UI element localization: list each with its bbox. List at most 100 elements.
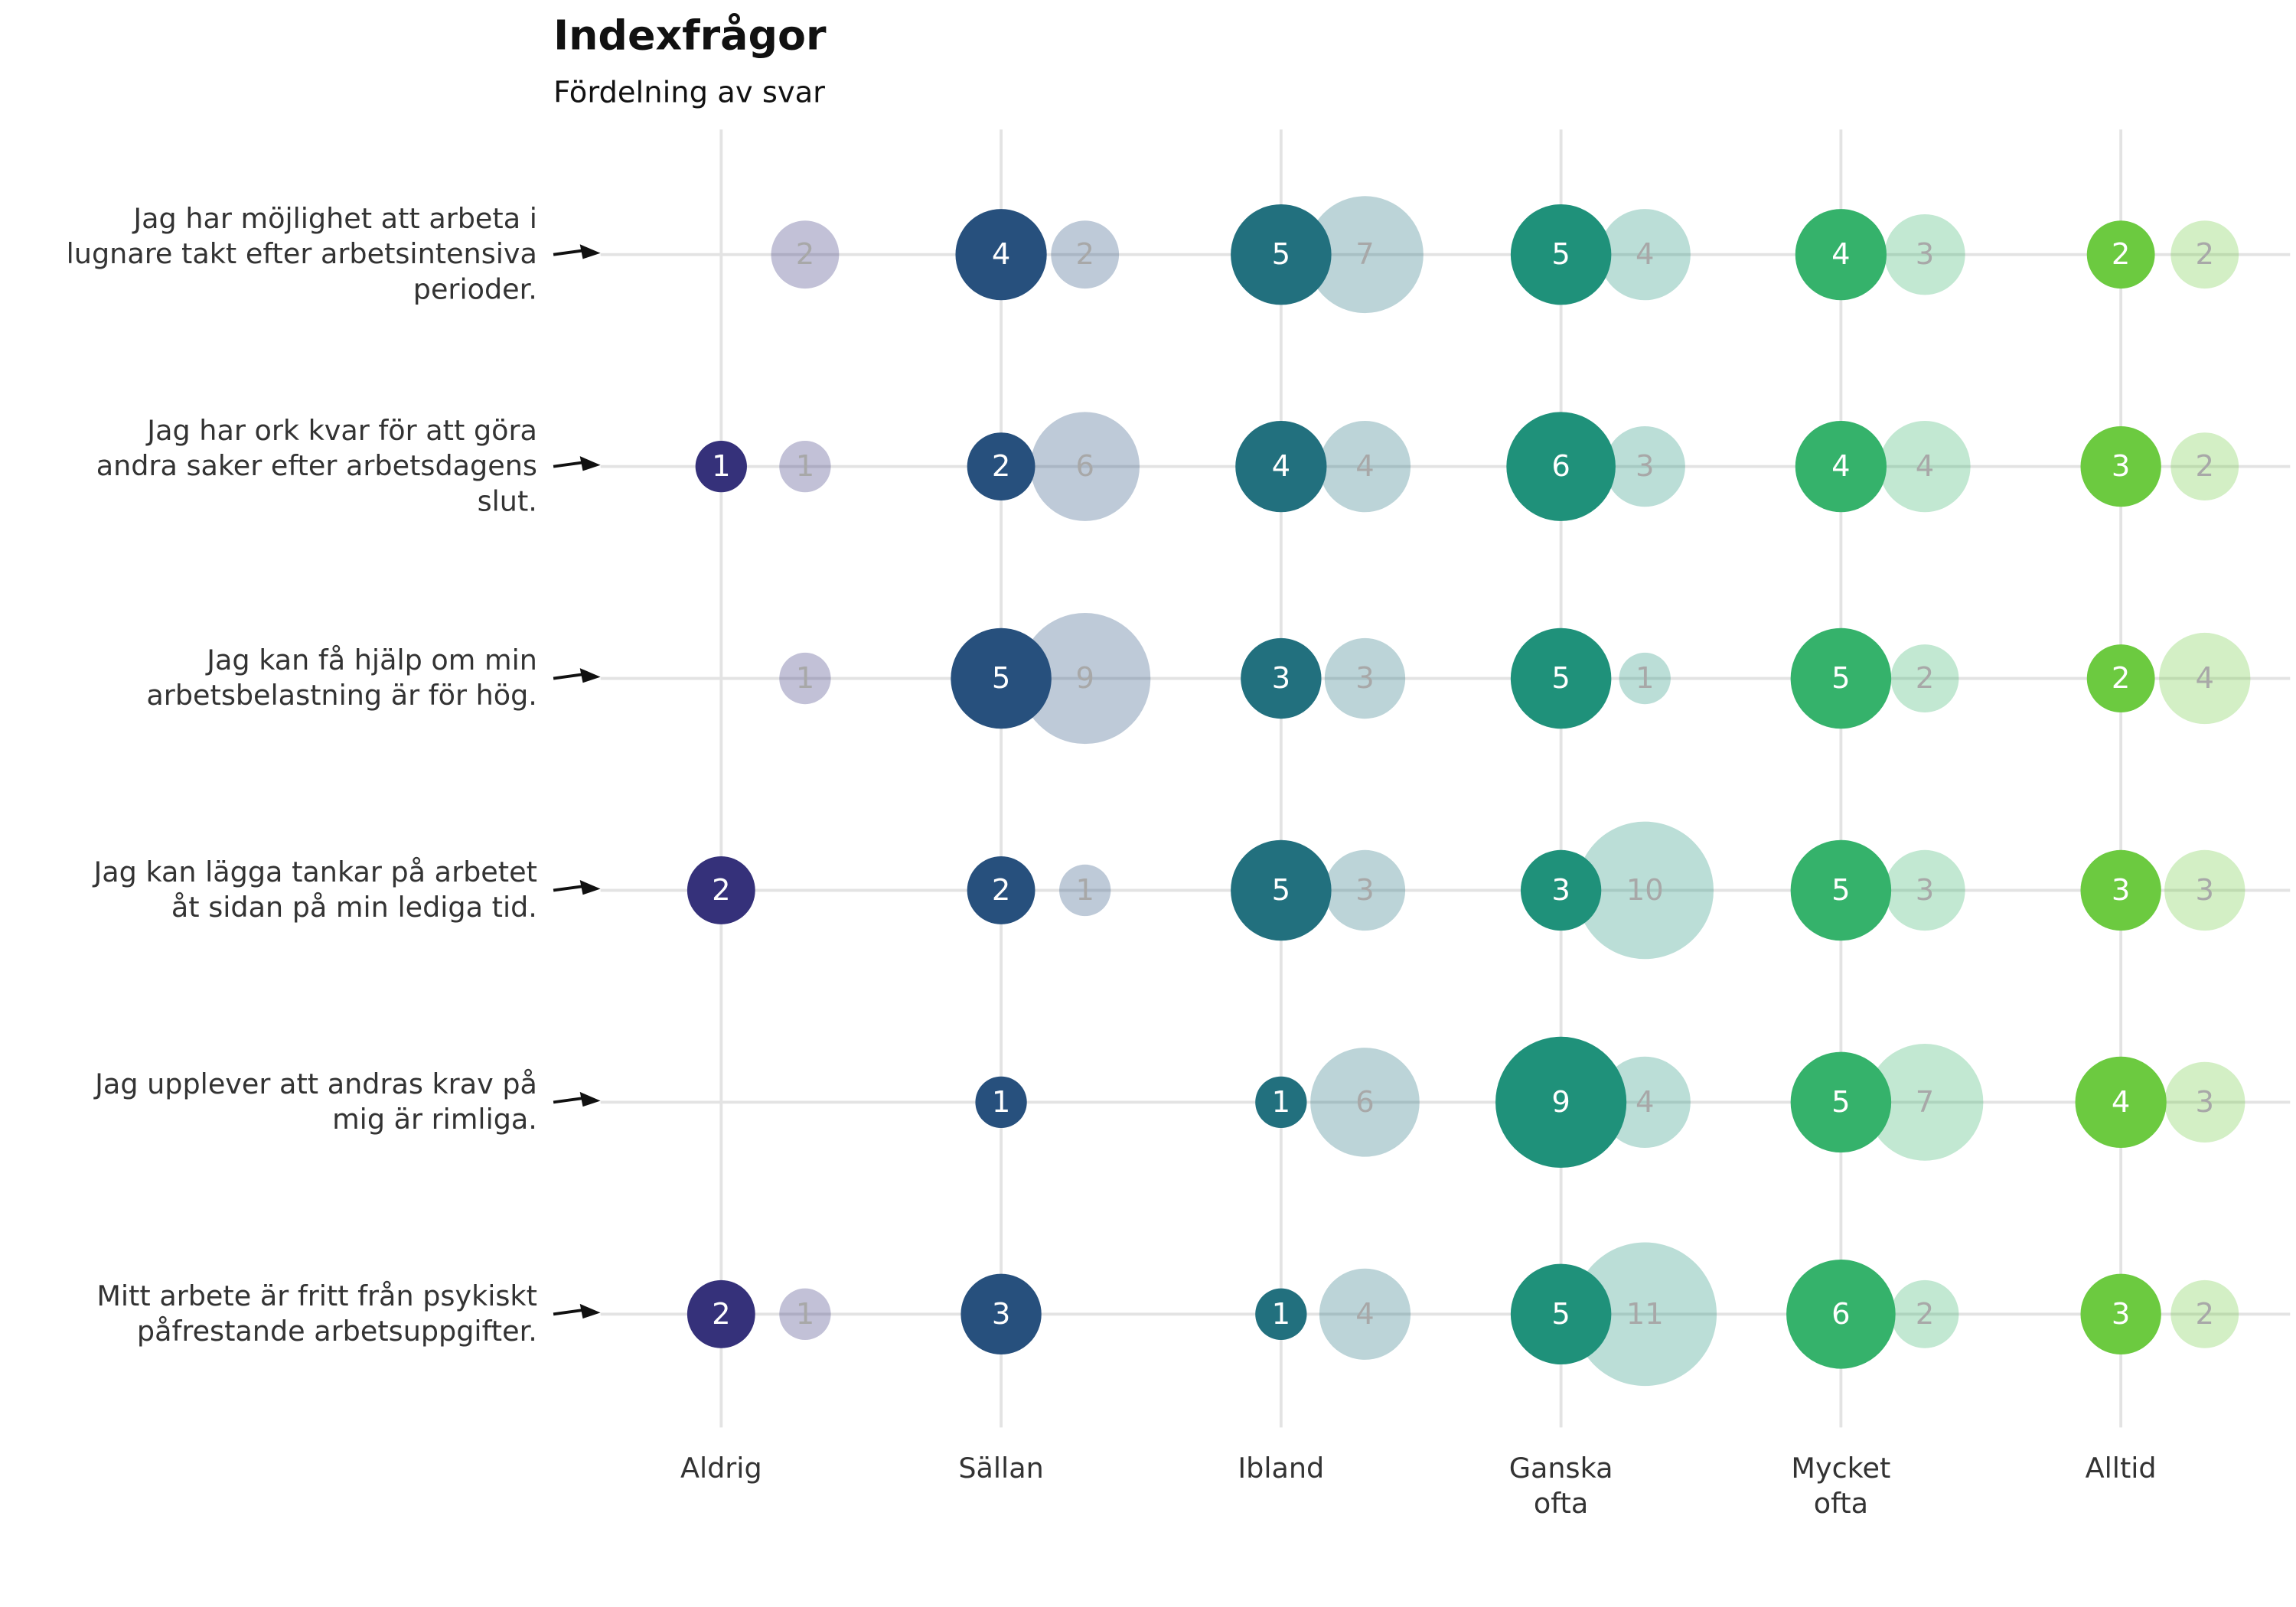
bubble <box>1255 1076 1307 1129</box>
row-label: Jag har ork kvar för att göra andra sake… <box>96 415 537 518</box>
value-label: 5 <box>1831 661 1850 696</box>
x-tick-label: Ibland <box>1238 1452 1325 1485</box>
bubble-comparison <box>1599 209 1691 301</box>
value-label: 4 <box>1355 449 1374 484</box>
arrow-head <box>579 1303 601 1319</box>
chart-subtitle: Fördelning av svar <box>553 76 825 110</box>
x-tick-label: Mycket ofta <box>1791 1452 1891 1521</box>
bubble <box>695 440 747 493</box>
bubble <box>2080 1273 2161 1354</box>
value-label: 2 <box>992 449 1010 484</box>
value-label: 3 <box>1355 661 1374 696</box>
bubble <box>1790 1051 1892 1153</box>
x-tick-label-box: Sällan <box>958 1452 1043 1485</box>
arrow-head <box>579 244 601 259</box>
bubble <box>1231 204 1332 305</box>
x-tick-label-box: Ganska ofta <box>1508 1452 1613 1521</box>
bubble <box>1241 637 1322 719</box>
bubble-comparison <box>779 440 831 493</box>
bubble-comparison <box>1306 196 1424 314</box>
bubble <box>951 627 1052 729</box>
value-label: 2 <box>796 237 814 272</box>
value-label: 1 <box>712 449 730 484</box>
value-label: 5 <box>1551 237 1570 272</box>
bubble <box>967 432 1035 501</box>
x-tick-label-box: Mycket ofta <box>1791 1452 1891 1521</box>
x-tick-label-box: Ibland <box>1238 1452 1325 1485</box>
arrow-head <box>579 880 601 895</box>
grid <box>600 129 2291 1428</box>
bubble-comparison <box>1890 1279 1959 1348</box>
value-label: 3 <box>1916 873 1934 908</box>
x-tick-label: Aldrig <box>680 1452 762 1485</box>
value-label: 2 <box>2196 1297 2214 1332</box>
value-label: 1 <box>992 1085 1010 1120</box>
bubble-comparison <box>1884 214 1965 295</box>
value-label: 3 <box>1355 873 1374 908</box>
bubble <box>1510 627 1612 729</box>
value-label: 4 <box>1831 237 1850 272</box>
bubble <box>687 856 755 924</box>
bubble <box>1790 839 1892 941</box>
x-tick-label-box: Aldrig <box>680 1452 762 1485</box>
bubble-comparison <box>1576 821 1714 960</box>
value-label: 2 <box>2112 237 2130 272</box>
arrow-head <box>579 668 601 683</box>
bubble-comparison <box>1619 652 1671 705</box>
bubble-comparison <box>1019 612 1151 745</box>
bubble <box>2080 849 2161 931</box>
row-label: Jag har möjlighet att arbeta i lugnare t… <box>66 203 537 306</box>
bubble-comparison <box>2164 849 2245 931</box>
value-label: 5 <box>1272 237 1290 272</box>
bubble-comparison <box>1319 1268 1411 1360</box>
value-label: 5 <box>1272 873 1290 908</box>
bubble <box>1495 1036 1627 1168</box>
value-label: 2 <box>1916 661 1934 696</box>
value-label: 4 <box>992 237 1010 272</box>
arrow <box>553 249 586 256</box>
value-label: 3 <box>2112 873 2130 908</box>
value-label: 4 <box>1831 449 1850 484</box>
bubble-comparison <box>1324 849 1406 931</box>
bubble-comparison <box>1319 421 1411 513</box>
value-label: 3 <box>2112 449 2130 484</box>
row-label-box: Jag upplever att andras krav på mig är r… <box>95 1068 537 1136</box>
value-label: 1 <box>1272 1297 1290 1332</box>
arrow <box>553 1308 586 1316</box>
value-label: 2 <box>2112 661 2130 696</box>
arrow-head <box>579 1091 601 1107</box>
bubble-comparison <box>1310 1048 1420 1157</box>
value-label: 6 <box>1075 449 1094 484</box>
value-label: 3 <box>1636 449 1654 484</box>
bubble-comparison <box>1059 864 1111 917</box>
value-label: 1 <box>796 661 814 696</box>
x-tick-label-box: Alltid <box>2086 1452 2157 1485</box>
value-label: 4 <box>2112 1085 2130 1120</box>
bubble-comparison <box>1573 1242 1717 1387</box>
value-label: 7 <box>1916 1085 1934 1120</box>
bubble <box>2086 220 2155 289</box>
row-label-box: Jag har möjlighet att arbeta i lugnare t… <box>66 203 537 306</box>
bubble-comparison <box>1879 421 1971 513</box>
bubble-comparison <box>2170 1279 2239 1348</box>
bubble <box>1795 209 1887 301</box>
value-label: 1 <box>1272 1085 1290 1120</box>
value-label: 5 <box>992 661 1010 696</box>
row-label-box: Jag har ork kvar för att göra andra sake… <box>96 415 537 518</box>
value-label: 3 <box>2112 1297 2130 1332</box>
bubble <box>687 1279 755 1348</box>
x-tick-label: Ganska ofta <box>1508 1452 1613 1521</box>
row-label: Jag upplever att andras krav på mig är r… <box>95 1068 537 1136</box>
value-label: 3 <box>2196 1085 2214 1120</box>
value-label: 4 <box>1636 237 1654 272</box>
value-label: 1 <box>1636 661 1654 696</box>
bubble-comparison <box>1051 220 1120 289</box>
value-label: 9 <box>1551 1085 1570 1120</box>
value-label: 4 <box>1355 1297 1374 1332</box>
bubble-comparison <box>2170 432 2239 501</box>
bubble <box>1510 204 1612 305</box>
value-label: 2 <box>2196 449 2214 484</box>
bubble <box>967 856 1035 924</box>
bubble <box>2086 644 2155 712</box>
arrow <box>553 884 586 892</box>
